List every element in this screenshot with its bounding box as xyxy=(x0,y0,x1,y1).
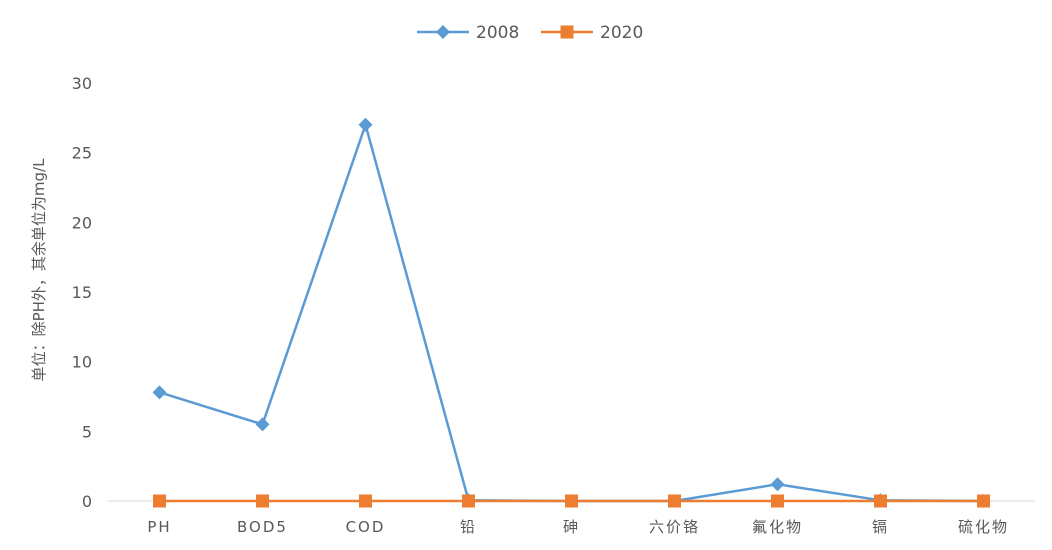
data-point xyxy=(565,494,578,508)
x-tick-label: 镉 xyxy=(872,518,889,536)
data-point xyxy=(358,117,373,132)
x-tick-label: BOD5 xyxy=(237,518,288,536)
data-point xyxy=(152,385,167,400)
series-layer xyxy=(152,117,991,508)
data-point xyxy=(462,494,475,508)
x-tick-label: 砷 xyxy=(563,518,580,536)
y-axis-title: 单位：除PH外，其余单位为mg/L xyxy=(30,158,48,382)
data-point xyxy=(153,494,166,508)
y-tick-label: 5 xyxy=(82,422,92,441)
data-point xyxy=(668,494,681,508)
y-axis: 0 5 10 15 20 25 30 xyxy=(72,74,92,511)
series-line xyxy=(159,123,984,503)
y-tick-label: 10 xyxy=(72,353,92,372)
data-point xyxy=(771,494,784,508)
data-point xyxy=(977,494,990,508)
y-tick-label: 25 xyxy=(72,144,92,163)
x-tick-label: COD xyxy=(346,518,386,536)
y-tick-label: 0 xyxy=(82,492,92,511)
y-tick-label: 30 xyxy=(72,74,92,93)
series-2020 xyxy=(153,494,990,508)
legend-item: 2008 xyxy=(417,23,519,43)
data-point xyxy=(770,477,785,492)
data-point xyxy=(874,494,887,508)
x-tick-label: 硫化物 xyxy=(958,518,1009,536)
x-tick-label: 铅 xyxy=(460,518,477,536)
legend: 2008 2020 xyxy=(417,23,643,43)
data-point xyxy=(255,417,270,432)
y-tick-label: 20 xyxy=(72,213,92,232)
x-tick-label: 六价铬 xyxy=(649,518,700,536)
legend-label: 2020 xyxy=(600,23,643,43)
series-2008 xyxy=(152,117,991,508)
x-tick-label: PH xyxy=(147,518,171,536)
legend-marker xyxy=(560,25,574,39)
legend-label: 2008 xyxy=(476,23,519,43)
data-point xyxy=(256,494,269,508)
x-tick-label: 氟化物 xyxy=(752,518,803,536)
data-point xyxy=(359,494,372,508)
legend-item: 2020 xyxy=(541,23,643,43)
legend-marker xyxy=(436,25,450,39)
y-tick-label: 15 xyxy=(72,283,92,302)
